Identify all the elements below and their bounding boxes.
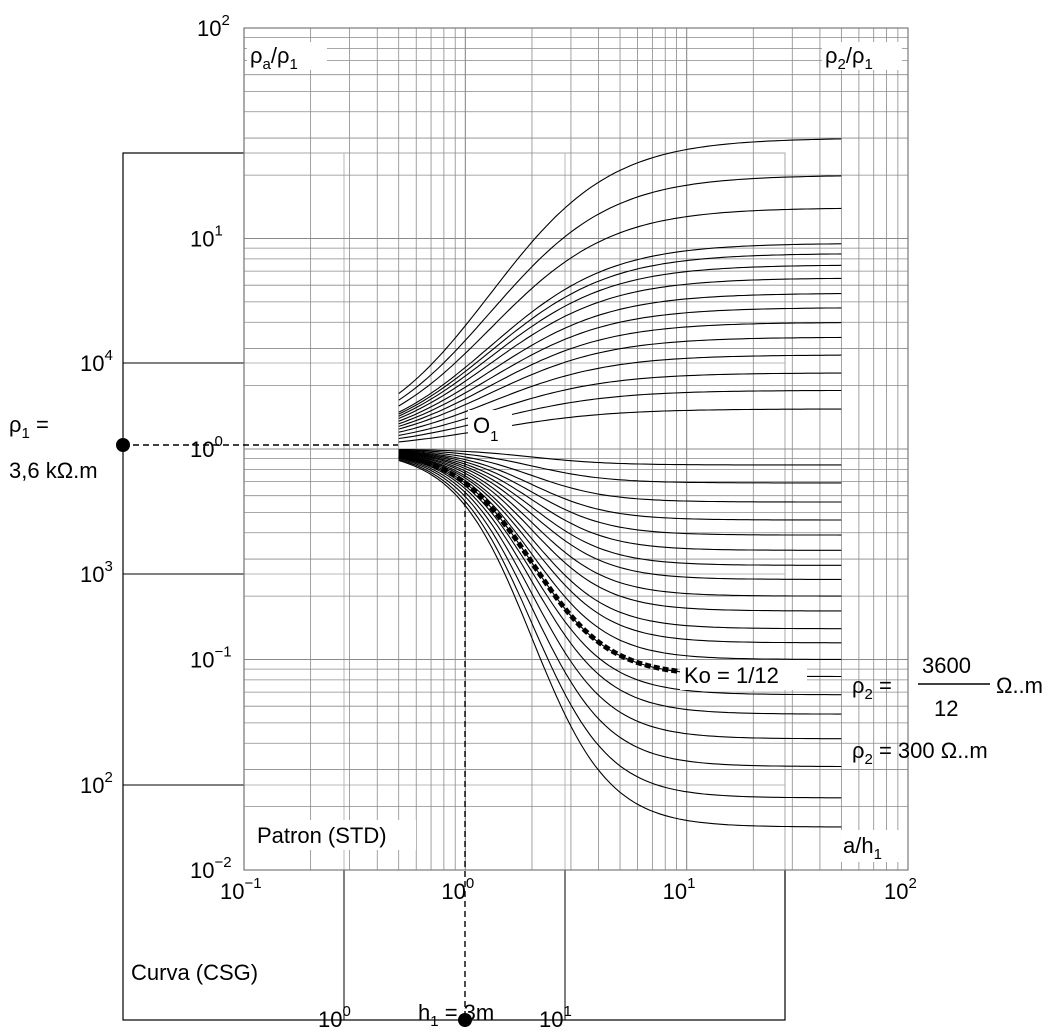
std-curve xyxy=(398,451,842,566)
std-curve xyxy=(398,454,842,660)
csg-y-tick-label: 103 xyxy=(80,558,113,587)
rho1-value: 3,6 kΩ.m xyxy=(9,458,98,483)
std-y-tick-label: 100 xyxy=(190,433,223,462)
rho2-fraction-label: ρ2 = xyxy=(852,673,892,703)
std-x-tick-label: 101 xyxy=(663,875,696,904)
std-curve xyxy=(398,456,842,715)
origin-label-bg xyxy=(468,410,512,442)
highlighted-curve xyxy=(398,453,683,675)
std-curve xyxy=(398,458,842,768)
std-curves xyxy=(398,138,842,828)
std-y-tick-label: 101 xyxy=(190,223,223,252)
csg-y-tick-label: 104 xyxy=(80,347,113,376)
std-name-label-bg xyxy=(253,820,416,850)
origin-label: O1 xyxy=(473,413,498,445)
std-curve xyxy=(398,207,842,407)
std-curve xyxy=(398,453,842,630)
csg-x-tick-label: 100 xyxy=(318,1003,351,1032)
std-curve xyxy=(398,277,842,420)
std-curve xyxy=(398,322,842,427)
std-y-tick-label: 102 xyxy=(197,12,230,41)
ko-label: Ko = 1/12 xyxy=(684,663,779,688)
std-curve xyxy=(398,453,842,612)
std-curve xyxy=(398,457,842,740)
h1-label: h1 = 3m xyxy=(418,1000,494,1030)
ko-label-bg xyxy=(680,660,807,690)
std-x-tick-label: 10−1 xyxy=(220,875,262,904)
std-curve xyxy=(398,175,842,401)
std-curve xyxy=(398,264,842,417)
std-y-right-label-bg xyxy=(822,42,902,70)
h1-marker xyxy=(458,1013,472,1027)
std-curve xyxy=(398,138,842,395)
std-curve xyxy=(398,459,842,799)
std-name-label: Patron (STD) xyxy=(257,823,387,848)
std-x-tick-label: 100 xyxy=(441,875,474,904)
std-curve xyxy=(398,448,842,466)
std-curve xyxy=(398,449,842,484)
std-curve xyxy=(398,354,842,433)
rho2-fraction-annotation: ρ2 = 3600 12 Ω..m xyxy=(852,653,1043,721)
std-curve xyxy=(398,451,842,536)
std-y-left-label: ρa/ρ1 xyxy=(250,43,298,73)
std-y-right-label: ρ2/ρ1 xyxy=(825,43,873,73)
std-curve xyxy=(398,450,842,503)
rho1-label: ρ1 = xyxy=(9,412,49,442)
std-x-label-bg xyxy=(841,830,903,862)
std-y-tick-label: 10−2 xyxy=(190,854,232,883)
std-curve xyxy=(398,253,842,415)
h1-annotation: h1 = 3m xyxy=(418,461,494,1030)
rho2-fraction-denominator: 12 xyxy=(934,696,958,721)
std-curve xyxy=(398,243,842,413)
rho2-fraction-unit: Ω..m xyxy=(996,673,1043,698)
std-curve xyxy=(398,451,842,551)
std-curve xyxy=(398,452,842,580)
std-curve xyxy=(398,307,842,425)
std-y-left-label-bg xyxy=(247,42,327,70)
std-curve xyxy=(398,459,842,828)
rho1-marker xyxy=(116,438,130,452)
std-y-tick-label: 10−1 xyxy=(190,644,232,673)
std-x-tick-label: 102 xyxy=(884,875,917,904)
rho2-value-annotation: ρ2 = 300 Ω..m xyxy=(852,738,988,768)
std-curve xyxy=(398,454,842,644)
label-backgrounds xyxy=(247,42,903,862)
std-frame-rect xyxy=(243,27,909,871)
std-frame xyxy=(243,27,909,871)
std-curve xyxy=(398,293,842,422)
rho1-annotation: ρ1 = 3,6 kΩ.m xyxy=(9,412,398,483)
csg-x-tick-label: 101 xyxy=(539,1003,572,1032)
csg-y-tick-label: 102 xyxy=(80,769,113,798)
csg-name-label: Curva (CSG) xyxy=(131,960,258,985)
std-x-label: a/h1 xyxy=(843,833,882,863)
std-curve xyxy=(398,336,842,430)
std-curve xyxy=(398,450,842,521)
rho2-fraction-numerator: 3600 xyxy=(922,653,971,678)
std-curve xyxy=(398,452,842,597)
